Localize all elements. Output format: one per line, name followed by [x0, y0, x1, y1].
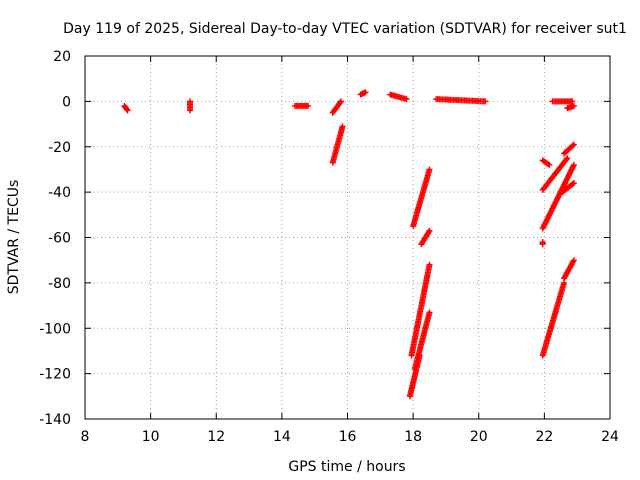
- y-axis-label: SDTVAR / TECUs: [6, 180, 22, 295]
- data-track: [187, 98, 193, 114]
- data-point: [569, 142, 576, 149]
- data-point: [426, 309, 433, 316]
- data-point: [124, 107, 131, 114]
- x-tick-label: 18: [404, 429, 422, 445]
- data-point: [570, 161, 577, 168]
- x-tick-label: 22: [535, 429, 553, 445]
- data-track: [410, 166, 433, 230]
- data-track: [539, 239, 546, 248]
- chart-title: Day 119 of 2025, Sidereal Day-to-day VTE…: [63, 21, 627, 37]
- y-tick-label: 20: [53, 49, 71, 65]
- x-tick-label: 10: [142, 429, 160, 445]
- data-point: [426, 166, 433, 173]
- x-tick-label: 12: [207, 429, 225, 445]
- data-point: [546, 161, 553, 168]
- x-tick-label: 24: [601, 429, 619, 445]
- data-point: [403, 96, 410, 103]
- plot-frame: [84, 55, 611, 420]
- x-tick-label: 20: [470, 429, 488, 445]
- y-tick-label: -80: [48, 276, 71, 292]
- data-track: [411, 309, 433, 373]
- data-point: [570, 141, 577, 148]
- data-track: [329, 98, 344, 116]
- x-tick-label: 14: [273, 429, 291, 445]
- data-track: [121, 102, 131, 114]
- data-point: [426, 261, 433, 268]
- data-track: [418, 227, 433, 248]
- data-point: [482, 98, 489, 105]
- data-track: [561, 141, 577, 157]
- y-tick-label: -120: [39, 367, 71, 383]
- data-point: [337, 98, 344, 105]
- data-point: [569, 180, 576, 187]
- data-track: [292, 102, 312, 109]
- data-track: [564, 102, 577, 112]
- data-track: [549, 98, 576, 105]
- data-points: [121, 89, 577, 400]
- data-track: [539, 157, 553, 168]
- data-point: [362, 89, 369, 96]
- x-tick-label: 16: [339, 429, 357, 445]
- data-track: [559, 180, 577, 196]
- data-track: [433, 96, 489, 105]
- grid-lines: [85, 56, 610, 419]
- y-tick-label: -20: [48, 140, 71, 156]
- data-point: [570, 102, 577, 109]
- axis-ticks: 8 10 12 14 16 18 20 22 24 20 0 -20 -40 -60 -80 -100 -120…: [39, 49, 619, 445]
- data-point: [539, 241, 546, 248]
- data-point: [305, 102, 312, 109]
- data-track: [539, 155, 571, 193]
- y-tick-label: -100: [39, 321, 71, 337]
- y-tick-label: -40: [48, 185, 71, 201]
- data-point: [123, 106, 130, 113]
- x-tick-label: 8: [81, 429, 90, 445]
- data-track: [539, 279, 568, 359]
- data-point: [564, 155, 571, 162]
- data-point: [563, 156, 570, 163]
- data-point: [426, 227, 433, 234]
- data-track: [387, 91, 410, 103]
- y-tick-label: -140: [39, 412, 71, 428]
- data-point: [187, 107, 193, 114]
- y-tick-label: 0: [62, 94, 71, 110]
- data-point: [570, 257, 577, 264]
- data-track: [357, 89, 369, 98]
- x-axis-label: GPS time / hours: [288, 459, 405, 475]
- data-track: [408, 261, 433, 359]
- data-track: [329, 123, 346, 166]
- data-point: [337, 99, 344, 106]
- y-tick-label: -60: [48, 231, 71, 247]
- data-point: [339, 123, 346, 130]
- data-track: [561, 257, 577, 282]
- data-point: [570, 180, 577, 187]
